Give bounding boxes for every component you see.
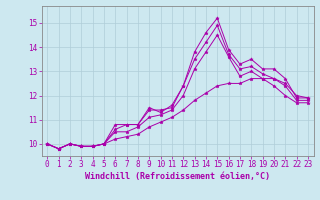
X-axis label: Windchill (Refroidissement éolien,°C): Windchill (Refroidissement éolien,°C) — [85, 172, 270, 181]
